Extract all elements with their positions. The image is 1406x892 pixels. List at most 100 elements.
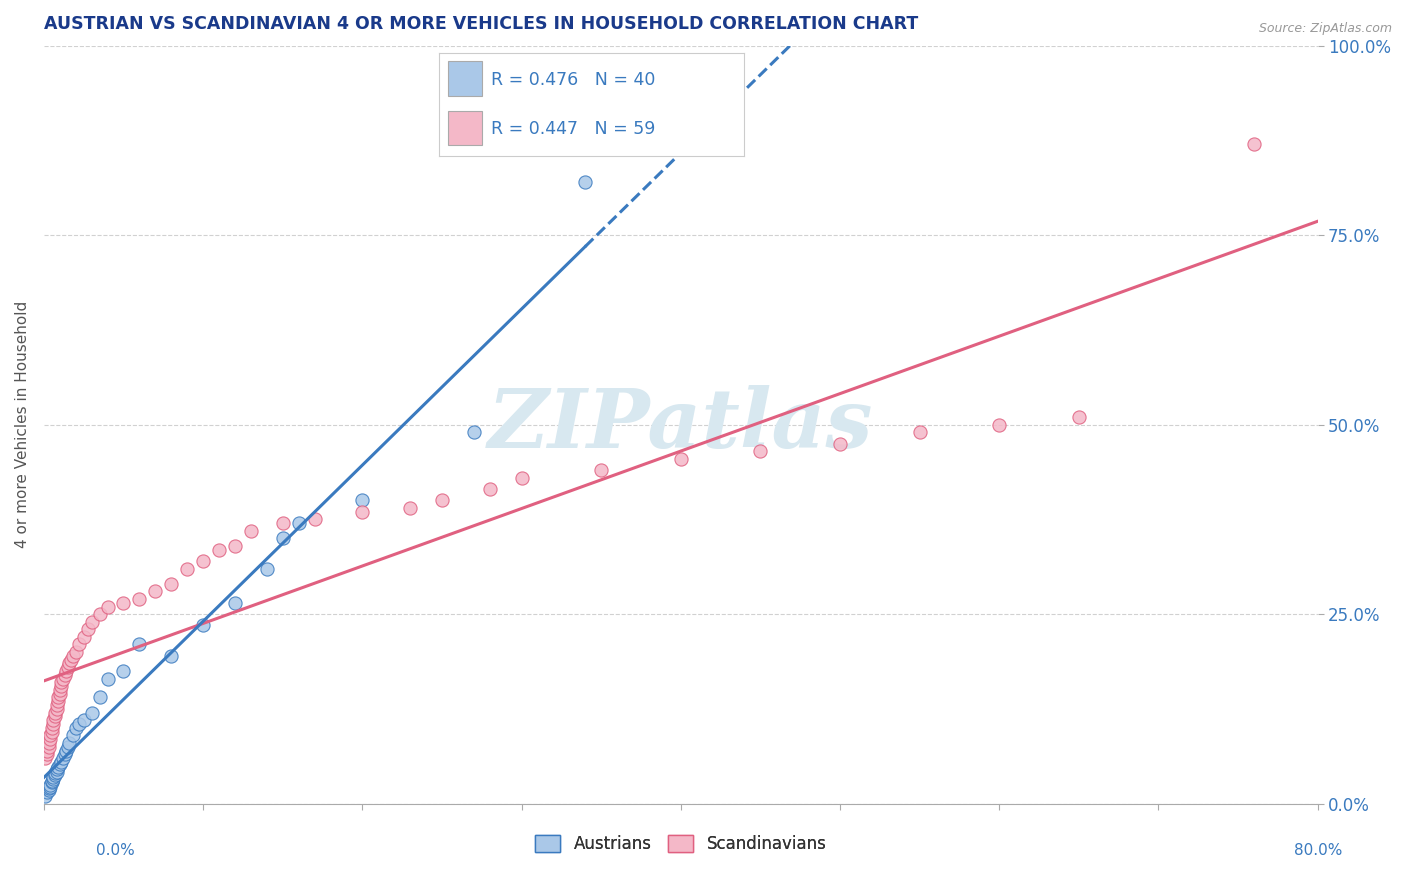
Point — [304, 512, 326, 526]
Point — [73, 713, 96, 727]
Point — [56, 660, 79, 674]
Point — [1067, 410, 1090, 425]
Point — [49, 757, 72, 772]
Point — [52, 672, 75, 686]
Text: ZIPatlas: ZIPatlas — [488, 384, 873, 465]
Point — [287, 516, 309, 530]
Text: 0.0%: 0.0% — [96, 843, 135, 858]
Text: AUSTRIAN VS SCANDINAVIAN 4 OR MORE VEHICLES IN HOUSEHOLD CORRELATION CHART: AUSTRIAN VS SCANDINAVIAN 4 OR MORE VEHIC… — [44, 15, 918, 33]
Point — [51, 675, 73, 690]
Point — [38, 783, 60, 797]
Point — [271, 531, 294, 545]
Point — [44, 766, 66, 780]
Point — [51, 679, 73, 693]
Point — [399, 500, 422, 515]
Point — [35, 747, 58, 762]
Point — [58, 657, 80, 671]
Point — [510, 470, 533, 484]
Point — [62, 648, 84, 663]
Point — [46, 694, 69, 708]
Text: 80.0%: 80.0% — [1295, 843, 1343, 858]
Point — [65, 721, 87, 735]
Point — [41, 721, 63, 735]
Point — [45, 698, 67, 712]
Point — [80, 615, 103, 629]
Point — [55, 664, 77, 678]
Point — [988, 417, 1011, 432]
Point — [1243, 137, 1265, 152]
Point — [67, 637, 90, 651]
Point — [53, 667, 76, 681]
Point — [191, 618, 214, 632]
Point — [39, 780, 62, 794]
Point — [97, 599, 120, 614]
Point — [42, 717, 65, 731]
Point — [42, 770, 65, 784]
Point — [77, 622, 100, 636]
Y-axis label: 4 or more Vehicles in Household: 4 or more Vehicles in Household — [15, 301, 30, 549]
Point — [55, 743, 77, 757]
Point — [42, 713, 65, 727]
Point — [574, 175, 596, 189]
Point — [34, 751, 56, 765]
Point — [112, 596, 135, 610]
Point — [65, 645, 87, 659]
Point — [39, 778, 62, 792]
Point — [38, 781, 60, 796]
Point — [38, 739, 60, 754]
Point — [34, 789, 56, 803]
Point — [45, 702, 67, 716]
Point — [271, 516, 294, 530]
Point — [224, 596, 246, 610]
Point — [41, 775, 63, 789]
Point — [160, 576, 183, 591]
Point — [51, 755, 73, 769]
Point — [749, 444, 772, 458]
Point — [46, 690, 69, 705]
Point — [73, 630, 96, 644]
Point — [191, 554, 214, 568]
Point — [62, 728, 84, 742]
Point — [430, 493, 453, 508]
Point — [478, 482, 501, 496]
Point — [39, 732, 62, 747]
Point — [45, 764, 67, 779]
Point — [44, 709, 66, 723]
Point — [45, 763, 67, 777]
Point — [35, 743, 58, 757]
Point — [59, 652, 82, 666]
Point — [160, 648, 183, 663]
Legend: Austrians, Scandinavians: Austrians, Scandinavians — [529, 828, 832, 860]
Point — [128, 637, 150, 651]
Point — [38, 736, 60, 750]
Point — [53, 747, 76, 762]
Point — [44, 768, 66, 782]
Point — [49, 687, 72, 701]
Point — [828, 436, 851, 450]
Point — [908, 425, 931, 440]
Point — [143, 584, 166, 599]
Point — [35, 785, 58, 799]
Point — [44, 706, 66, 720]
Point — [352, 505, 374, 519]
Point — [41, 773, 63, 788]
Point — [112, 664, 135, 678]
Point — [352, 493, 374, 508]
Point — [239, 524, 262, 538]
Point — [67, 717, 90, 731]
Point — [224, 539, 246, 553]
Point — [49, 682, 72, 697]
Point — [591, 463, 613, 477]
Point — [58, 736, 80, 750]
Point — [89, 690, 111, 705]
Point — [52, 751, 75, 765]
Point — [176, 561, 198, 575]
Point — [89, 607, 111, 621]
Point — [56, 739, 79, 754]
Point — [80, 706, 103, 720]
Point — [208, 542, 231, 557]
Point — [669, 451, 692, 466]
Point — [39, 728, 62, 742]
Text: Source: ZipAtlas.com: Source: ZipAtlas.com — [1258, 22, 1392, 36]
Point — [42, 772, 65, 787]
